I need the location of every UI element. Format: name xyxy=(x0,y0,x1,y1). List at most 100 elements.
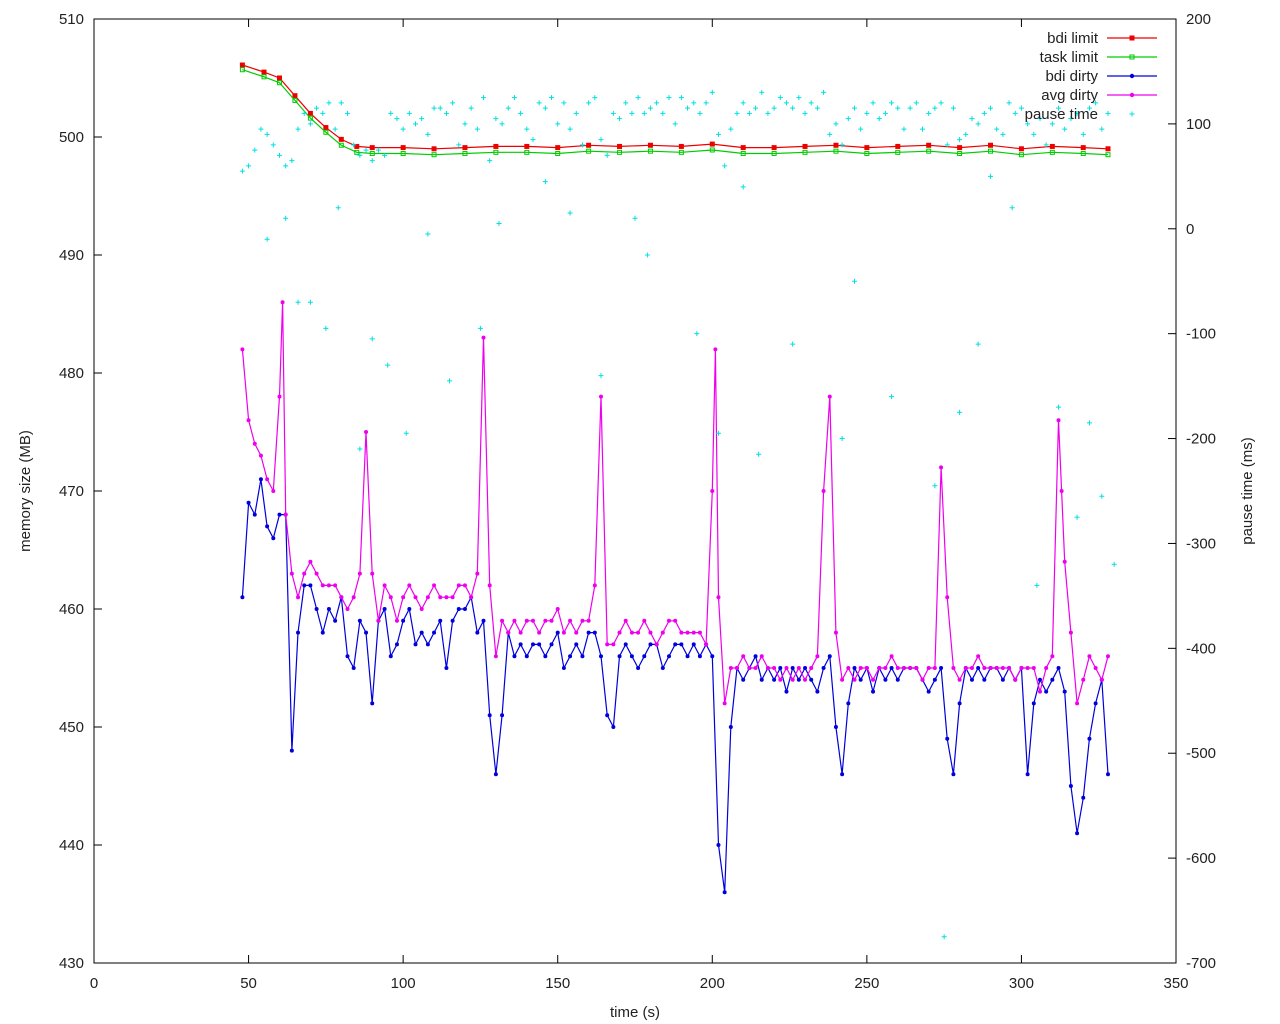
data-point xyxy=(382,583,387,588)
data-point xyxy=(308,583,313,588)
data-point xyxy=(756,451,762,457)
data-point xyxy=(270,142,276,148)
data-point xyxy=(1074,514,1080,520)
data-point xyxy=(1025,121,1031,127)
data-point xyxy=(500,713,505,718)
data-point xyxy=(741,677,746,682)
data-point xyxy=(654,642,659,647)
data-point xyxy=(537,630,542,635)
y-tick-label: 500 xyxy=(59,129,84,146)
data-point xyxy=(240,595,245,600)
data-point xyxy=(468,105,474,111)
data-point xyxy=(988,666,993,670)
data-point xyxy=(506,630,511,635)
data-point xyxy=(1111,561,1117,567)
data-point xyxy=(821,89,827,95)
data-point xyxy=(296,595,301,600)
data-point xyxy=(239,168,245,174)
data-point xyxy=(586,142,592,148)
data-point xyxy=(821,666,826,670)
data-point xyxy=(685,654,690,659)
data-point xyxy=(406,110,412,116)
data-point xyxy=(277,512,282,517)
data-point xyxy=(277,394,282,399)
data-point xyxy=(314,105,320,111)
data-point xyxy=(895,677,900,682)
data-point xyxy=(1000,666,1005,670)
y-tick-label: 490 xyxy=(59,247,84,264)
legend-label-bdi-limit: bdi limit xyxy=(1047,30,1099,47)
data-point xyxy=(846,701,851,706)
data-point xyxy=(914,666,919,670)
data-point xyxy=(840,677,845,682)
data-point xyxy=(444,666,449,670)
y-tick-label: 430 xyxy=(59,955,84,972)
data-point xyxy=(1059,489,1064,493)
data-point xyxy=(939,666,944,670)
data-point xyxy=(586,100,592,106)
data-point xyxy=(567,210,573,216)
data-point xyxy=(252,441,257,446)
data-point xyxy=(883,677,888,682)
data-point xyxy=(926,148,932,154)
data-point xyxy=(474,126,480,132)
data-point xyxy=(443,110,449,116)
data-point xyxy=(333,583,338,588)
data-point xyxy=(437,105,443,111)
data-point xyxy=(530,137,536,143)
data-point xyxy=(369,145,375,151)
data-point xyxy=(1093,701,1098,706)
data-point xyxy=(432,583,437,588)
data-point xyxy=(883,666,888,670)
data-point xyxy=(475,630,480,635)
data-point xyxy=(778,677,783,682)
data-point xyxy=(636,630,641,635)
data-point xyxy=(407,583,412,588)
data-point xyxy=(660,110,666,116)
data-point xyxy=(802,149,808,155)
data-point xyxy=(477,325,483,331)
data-point xyxy=(672,121,678,127)
data-point xyxy=(802,110,808,116)
data-point xyxy=(617,116,623,122)
data-point xyxy=(710,489,715,493)
data-point xyxy=(555,121,561,127)
data-point xyxy=(524,126,530,132)
data-point xyxy=(647,142,653,148)
data-point xyxy=(815,654,820,659)
data-point xyxy=(1031,666,1036,670)
data-point xyxy=(709,141,715,147)
data-point xyxy=(864,145,870,151)
data-point xyxy=(518,630,523,635)
data-point xyxy=(803,677,808,682)
data-point xyxy=(246,163,252,169)
data-point xyxy=(636,666,641,670)
data-point xyxy=(1000,131,1006,137)
data-point xyxy=(783,100,789,106)
data-point xyxy=(292,93,298,99)
data-point xyxy=(1037,689,1042,694)
data-point xyxy=(323,325,329,331)
data-point xyxy=(871,677,876,682)
data-point xyxy=(1018,105,1024,111)
data-point xyxy=(385,362,391,368)
data-point xyxy=(1049,121,1055,127)
data-point xyxy=(1037,677,1042,682)
data-point xyxy=(796,666,801,670)
data-point xyxy=(302,571,307,576)
data-point xyxy=(852,666,857,670)
data-point xyxy=(462,607,467,611)
data-point xyxy=(555,630,560,635)
data-point xyxy=(969,116,975,122)
data-point xyxy=(704,642,709,647)
data-point xyxy=(1044,689,1049,694)
series-bdi-limit xyxy=(239,62,1111,152)
data-point xyxy=(537,642,542,647)
data-point xyxy=(376,618,381,623)
data-point xyxy=(475,571,480,576)
data-point xyxy=(332,126,338,132)
data-point xyxy=(790,666,795,670)
data-point xyxy=(673,642,678,647)
data-point xyxy=(746,110,752,116)
data-point xyxy=(369,158,375,164)
